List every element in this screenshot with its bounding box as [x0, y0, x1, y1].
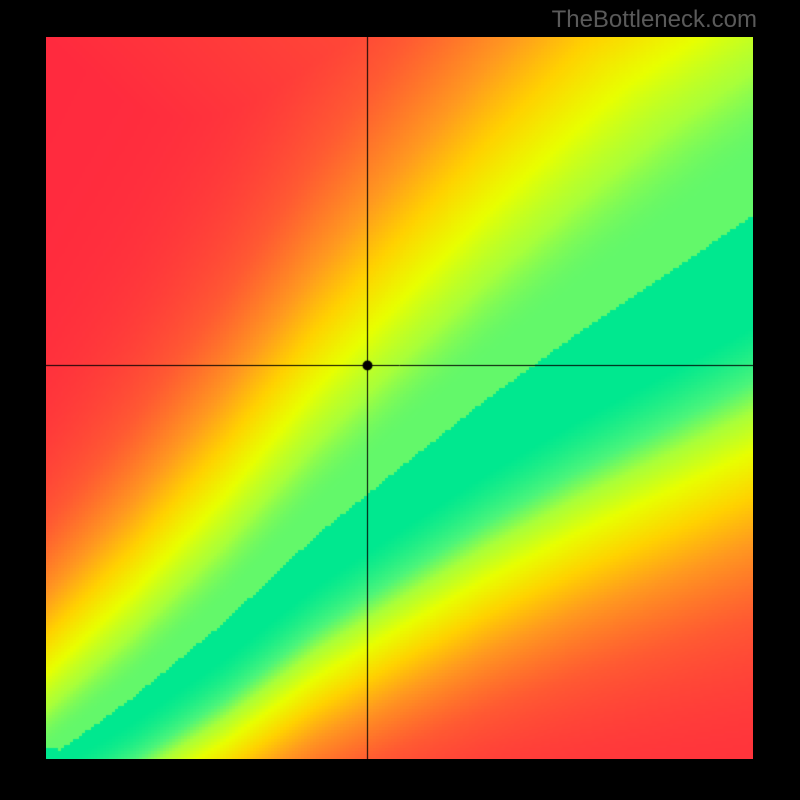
bottleneck-heatmap [46, 37, 753, 759]
watermark-text: TheBottleneck.com [552, 6, 757, 34]
